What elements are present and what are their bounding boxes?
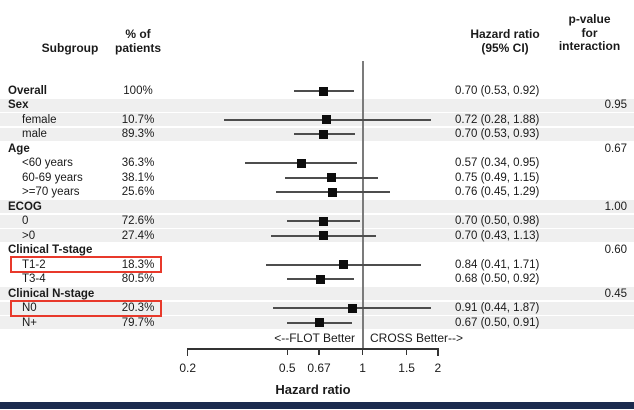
row-p-value: 1.00 — [604, 200, 627, 213]
bottom-bar — [0, 402, 634, 409]
row-label: 0 — [22, 215, 29, 228]
row-label: >0 — [22, 229, 36, 242]
row-label: T1-2 — [22, 258, 46, 271]
row-ci-text: 0.57 (0.34, 0.95) — [455, 157, 540, 170]
row-pct: 38.1% — [121, 171, 155, 184]
point-estimate-marker — [319, 231, 329, 241]
row-p-value: 0.60 — [604, 244, 627, 257]
flot-better-label: <--FLOT Better — [274, 331, 355, 345]
row-ci-text: 0.72 (0.28, 1.88) — [455, 113, 540, 126]
p-interaction-column-header: p-value for interaction — [558, 12, 621, 53]
row-p-value: 0.67 — [604, 142, 627, 155]
row-label: female — [22, 113, 57, 126]
hazard-ratio-column-header: Hazard ratio (95% CI) — [470, 27, 540, 55]
row-label-section: Age — [8, 142, 30, 155]
row-pct: 10.7% — [121, 113, 155, 126]
row-pct: 100% — [123, 85, 153, 97]
point-estimate-marker — [326, 173, 336, 183]
point-estimate-marker — [319, 216, 329, 226]
x-axis-tick — [318, 348, 320, 355]
point-estimate-marker — [322, 115, 332, 125]
row-ci-text: 0.68 (0.50, 0.92) — [455, 273, 540, 286]
point-estimate-marker — [328, 187, 338, 197]
point-estimate-marker — [314, 318, 324, 328]
row-pct: 25.6% — [121, 186, 155, 199]
x-axis-title: Hazard ratio — [275, 382, 351, 397]
row-ci-text: 0.67 (0.50, 0.91) — [455, 316, 540, 329]
row-ci-text: 0.91 (0.44, 1.87) — [455, 302, 540, 315]
row-label: >=70 years — [22, 186, 80, 199]
reference-line — [361, 61, 364, 348]
row-label: male — [22, 128, 47, 141]
row-pct: 36.3% — [121, 157, 155, 170]
point-estimate-marker — [339, 260, 349, 270]
row-ci-text: 0.76 (0.45, 1.29) — [455, 186, 540, 199]
row-stripe — [0, 287, 634, 301]
row-ci-text: 0.70 (0.43, 1.13) — [455, 229, 540, 242]
x-axis-tick — [186, 348, 189, 356]
x-axis-tick — [286, 348, 288, 355]
pct-patients-column-header: % of patients — [114, 27, 161, 55]
x-axis-tick — [405, 348, 408, 355]
row-label-section: Overall — [8, 85, 47, 97]
row-p-value: 0.45 — [604, 287, 627, 300]
row-label-section: Sex — [8, 99, 29, 112]
row-ci-text: 0.70 (0.50, 0.98) — [455, 215, 540, 228]
point-estimate-marker — [319, 86, 329, 96]
x-axis-tick — [361, 348, 364, 355]
row-pct: 79.7% — [121, 316, 155, 329]
row-ci-text: 0.75 (0.49, 1.15) — [455, 171, 540, 184]
row-stripe — [0, 200, 634, 214]
x-axis-tick — [437, 348, 439, 356]
row-label: N+ — [22, 316, 38, 329]
point-estimate-marker — [347, 303, 357, 313]
point-estimate-marker — [316, 274, 326, 284]
row-pct: 27.4% — [121, 229, 155, 242]
row-p-value: 0.95 — [604, 99, 627, 112]
x-axis-tick-label: 0.67 — [307, 361, 331, 375]
row-stripe — [0, 98, 634, 112]
row-pct: 18.3% — [121, 258, 155, 271]
row-label: <60 years — [22, 157, 73, 170]
row-label-section: Clinical T-stage — [8, 244, 93, 257]
cross-better-label: CROSS Better--> — [370, 331, 464, 345]
point-estimate-marker — [297, 158, 306, 168]
row-label: N0 — [22, 302, 37, 315]
x-axis-line — [187, 348, 438, 350]
highlight-box — [10, 256, 162, 274]
x-axis-tick-label: 0.5 — [278, 361, 296, 375]
row-ci-text: 0.70 (0.53, 0.92) — [455, 85, 540, 97]
highlight-box — [10, 299, 162, 317]
x-axis-tick-label: 1 — [359, 361, 366, 375]
row-label: T3-4 — [22, 273, 46, 286]
row-pct: 89.3% — [121, 128, 155, 141]
row-label-section: Clinical N-stage — [8, 287, 95, 300]
row-label: 60-69 years — [22, 171, 83, 184]
point-estimate-marker — [319, 129, 329, 139]
row-ci-text: 0.84 (0.41, 1.71) — [455, 258, 540, 271]
row-label-section: ECOG — [8, 200, 42, 213]
row-ci-text: 0.70 (0.53, 0.93) — [455, 128, 540, 141]
x-axis-tick-label: 0.2 — [179, 361, 197, 375]
x-axis-tick-label: 2 — [434, 361, 442, 375]
x-axis-tick-label: 1.5 — [398, 361, 415, 375]
row-pct: 20.3% — [121, 302, 155, 315]
row-pct: 72.6% — [121, 215, 155, 228]
subgroup-column-header: Subgroup — [41, 41, 99, 55]
row-pct: 80.5% — [121, 273, 155, 286]
